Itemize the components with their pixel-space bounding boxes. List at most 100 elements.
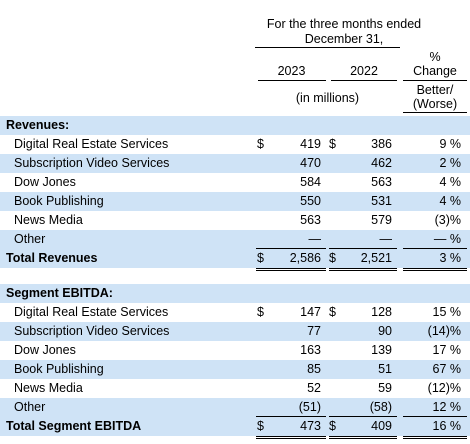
revenues-row-value-2022: 579 [371,213,392,227]
ebitda-row-value-2022: 51 [378,362,392,376]
ebitda-row-pct-change: 17 % [432,343,462,357]
pct-header-line1: % [429,50,441,64]
revenues-row-value-2023: 584 [300,175,321,189]
total-ebitda-rule-2023-b [256,438,326,439]
ebitda-row-pct-change: 67 % [432,362,462,376]
revenues-row-pct-change: — % [433,232,461,246]
ebitda-row-currency-2023: $ [257,305,264,319]
ebitda-row-pct-change: (14)% [427,324,461,338]
revenues-row-pct-change: (3)% [434,213,461,227]
revenues-heading-band [0,116,470,135]
ebitda-subtotal-rule-2023 [256,416,326,417]
units-label: (in millions) [295,91,360,105]
total-revenues-label: Total Revenues [6,251,98,265]
total-ebitda-rule-pct-a [403,436,467,437]
revenues-row-value-2022: 563 [371,175,392,189]
ebitda-row-value-2022: (58) [369,400,392,414]
ebitda-row-pct-change: 15 % [432,305,462,319]
revenues-row-label: Dow Jones [14,175,76,189]
ebitda-row-value-2022: 59 [378,381,392,395]
ebitda-row-value-2022: 90 [378,324,392,338]
total-ebitda-label: Total Segment EBITDA [6,419,142,433]
ebitda-row-value-2023: 85 [307,362,321,376]
total-ebitda-rule-pct-b [403,438,467,439]
ebitda-row-value-2023: 52 [307,381,321,395]
total-revenues-pct: 3 % [439,251,461,265]
year-2023-header: 2023 [277,64,306,78]
ebitda-row-label: Book Publishing [14,362,104,376]
total-revenues-currency-2022: $ [329,251,336,265]
revenues-row-label: Other [14,232,46,246]
ebitda-row-value-2022: 139 [371,343,392,357]
ebitda-row-label: Digital Real Estate Services [14,305,169,319]
total-ebitda-rule-2022-b [329,438,397,439]
revenues-row-band [0,192,470,211]
revenues-row-value-2022: — [379,232,393,246]
total-revenues-rule-2023-b [256,270,326,271]
year-2022-header: 2022 [350,64,378,78]
ebitda-row-currency-2022: $ [329,305,336,319]
total-ebitda-currency-2023: $ [257,419,264,433]
year-2022-rule [331,80,397,81]
pct-header-line2: Change [413,64,457,78]
total-revenues-currency-2023: $ [257,251,264,265]
total-ebitda-rule-2022-a [329,436,397,437]
ebitda-subtotal-rule-2022 [329,416,397,417]
total-ebitda-currency-2022: $ [329,419,336,433]
revenues-row-currency-2022: $ [329,137,336,151]
revenues-row-value-2023: 550 [300,194,321,208]
period-header-rule [255,47,400,48]
ebitda-subtotal-rule-pct [403,416,467,417]
total-revenues-rule-pct-a [403,268,467,269]
ebitda-row-band [0,360,470,379]
ebitda-row-band [0,398,470,417]
total-revenues-rule-2022-b [329,270,397,271]
revenues-row-pct-change: 4 % [439,194,461,208]
ebitda-heading-band [0,284,470,303]
total-ebitda-rule-2023-a [256,436,326,437]
revenues-row-pct-change: 4 % [439,175,461,189]
revenues-row-value-2023: 470 [300,156,321,170]
ebitda-row-label: Dow Jones [14,343,76,357]
ebitda-row-value-2023: (51) [298,400,321,414]
ebitda-row-value-2023: 147 [300,305,321,319]
revenues-row-value-2023: — [308,232,322,246]
revenues-row-label: Digital Real Estate Services [14,137,169,151]
revenues-row-value-2022: 531 [371,194,392,208]
total-ebitda-2022: 409 [371,419,392,433]
ebitda-row-label: Subscription Video Services [14,324,170,338]
revenues-row-label: Subscription Video Services [14,156,170,170]
revenues-heading: Revenues: [6,118,70,132]
total-revenues-2023: 2,586 [289,251,321,265]
revenues-row-value-2022: 462 [371,156,392,170]
total-ebitda-band [0,417,470,436]
period-header-line1: For the three months ended [266,17,422,31]
revenues-row-band [0,230,470,249]
ebitda-row-band [0,322,470,341]
revenues-row-pct-change: 9 % [439,137,461,151]
revenues-subtotal-rule-2022 [329,248,397,249]
year-2023-rule [258,80,326,81]
total-revenues-rule-pct-b [403,270,467,271]
pct-rule-top [403,80,467,81]
revenues-row-value-2022: 386 [371,137,392,151]
ebitda-row-pct-change: (12)% [427,381,461,395]
better-label-line1: Better/ [416,83,454,97]
total-ebitda-pct: 16 % [432,419,462,433]
revenues-subtotal-rule-2023 [256,248,326,249]
ebitda-row-pct-change: 12 % [432,400,462,414]
total-revenues-rule-2022-a [329,268,397,269]
revenues-row-band [0,154,470,173]
period-header-line2: December 31, [304,32,384,46]
total-revenues-rule-2023-a [256,268,326,269]
total-revenues-band [0,249,470,268]
revenues-row-label: Book Publishing [14,194,104,208]
ebitda-row-value-2023: 163 [300,343,321,357]
revenues-row-label: News Media [14,213,83,227]
revenues-row-pct-change: 2 % [439,156,461,170]
revenues-row-currency-2023: $ [257,137,264,151]
ebitda-row-label: Other [14,400,46,414]
revenues-row-value-2023: 419 [300,137,321,151]
ebitda-row-value-2023: 77 [307,324,321,338]
total-revenues-2022: 2,521 [360,251,392,265]
